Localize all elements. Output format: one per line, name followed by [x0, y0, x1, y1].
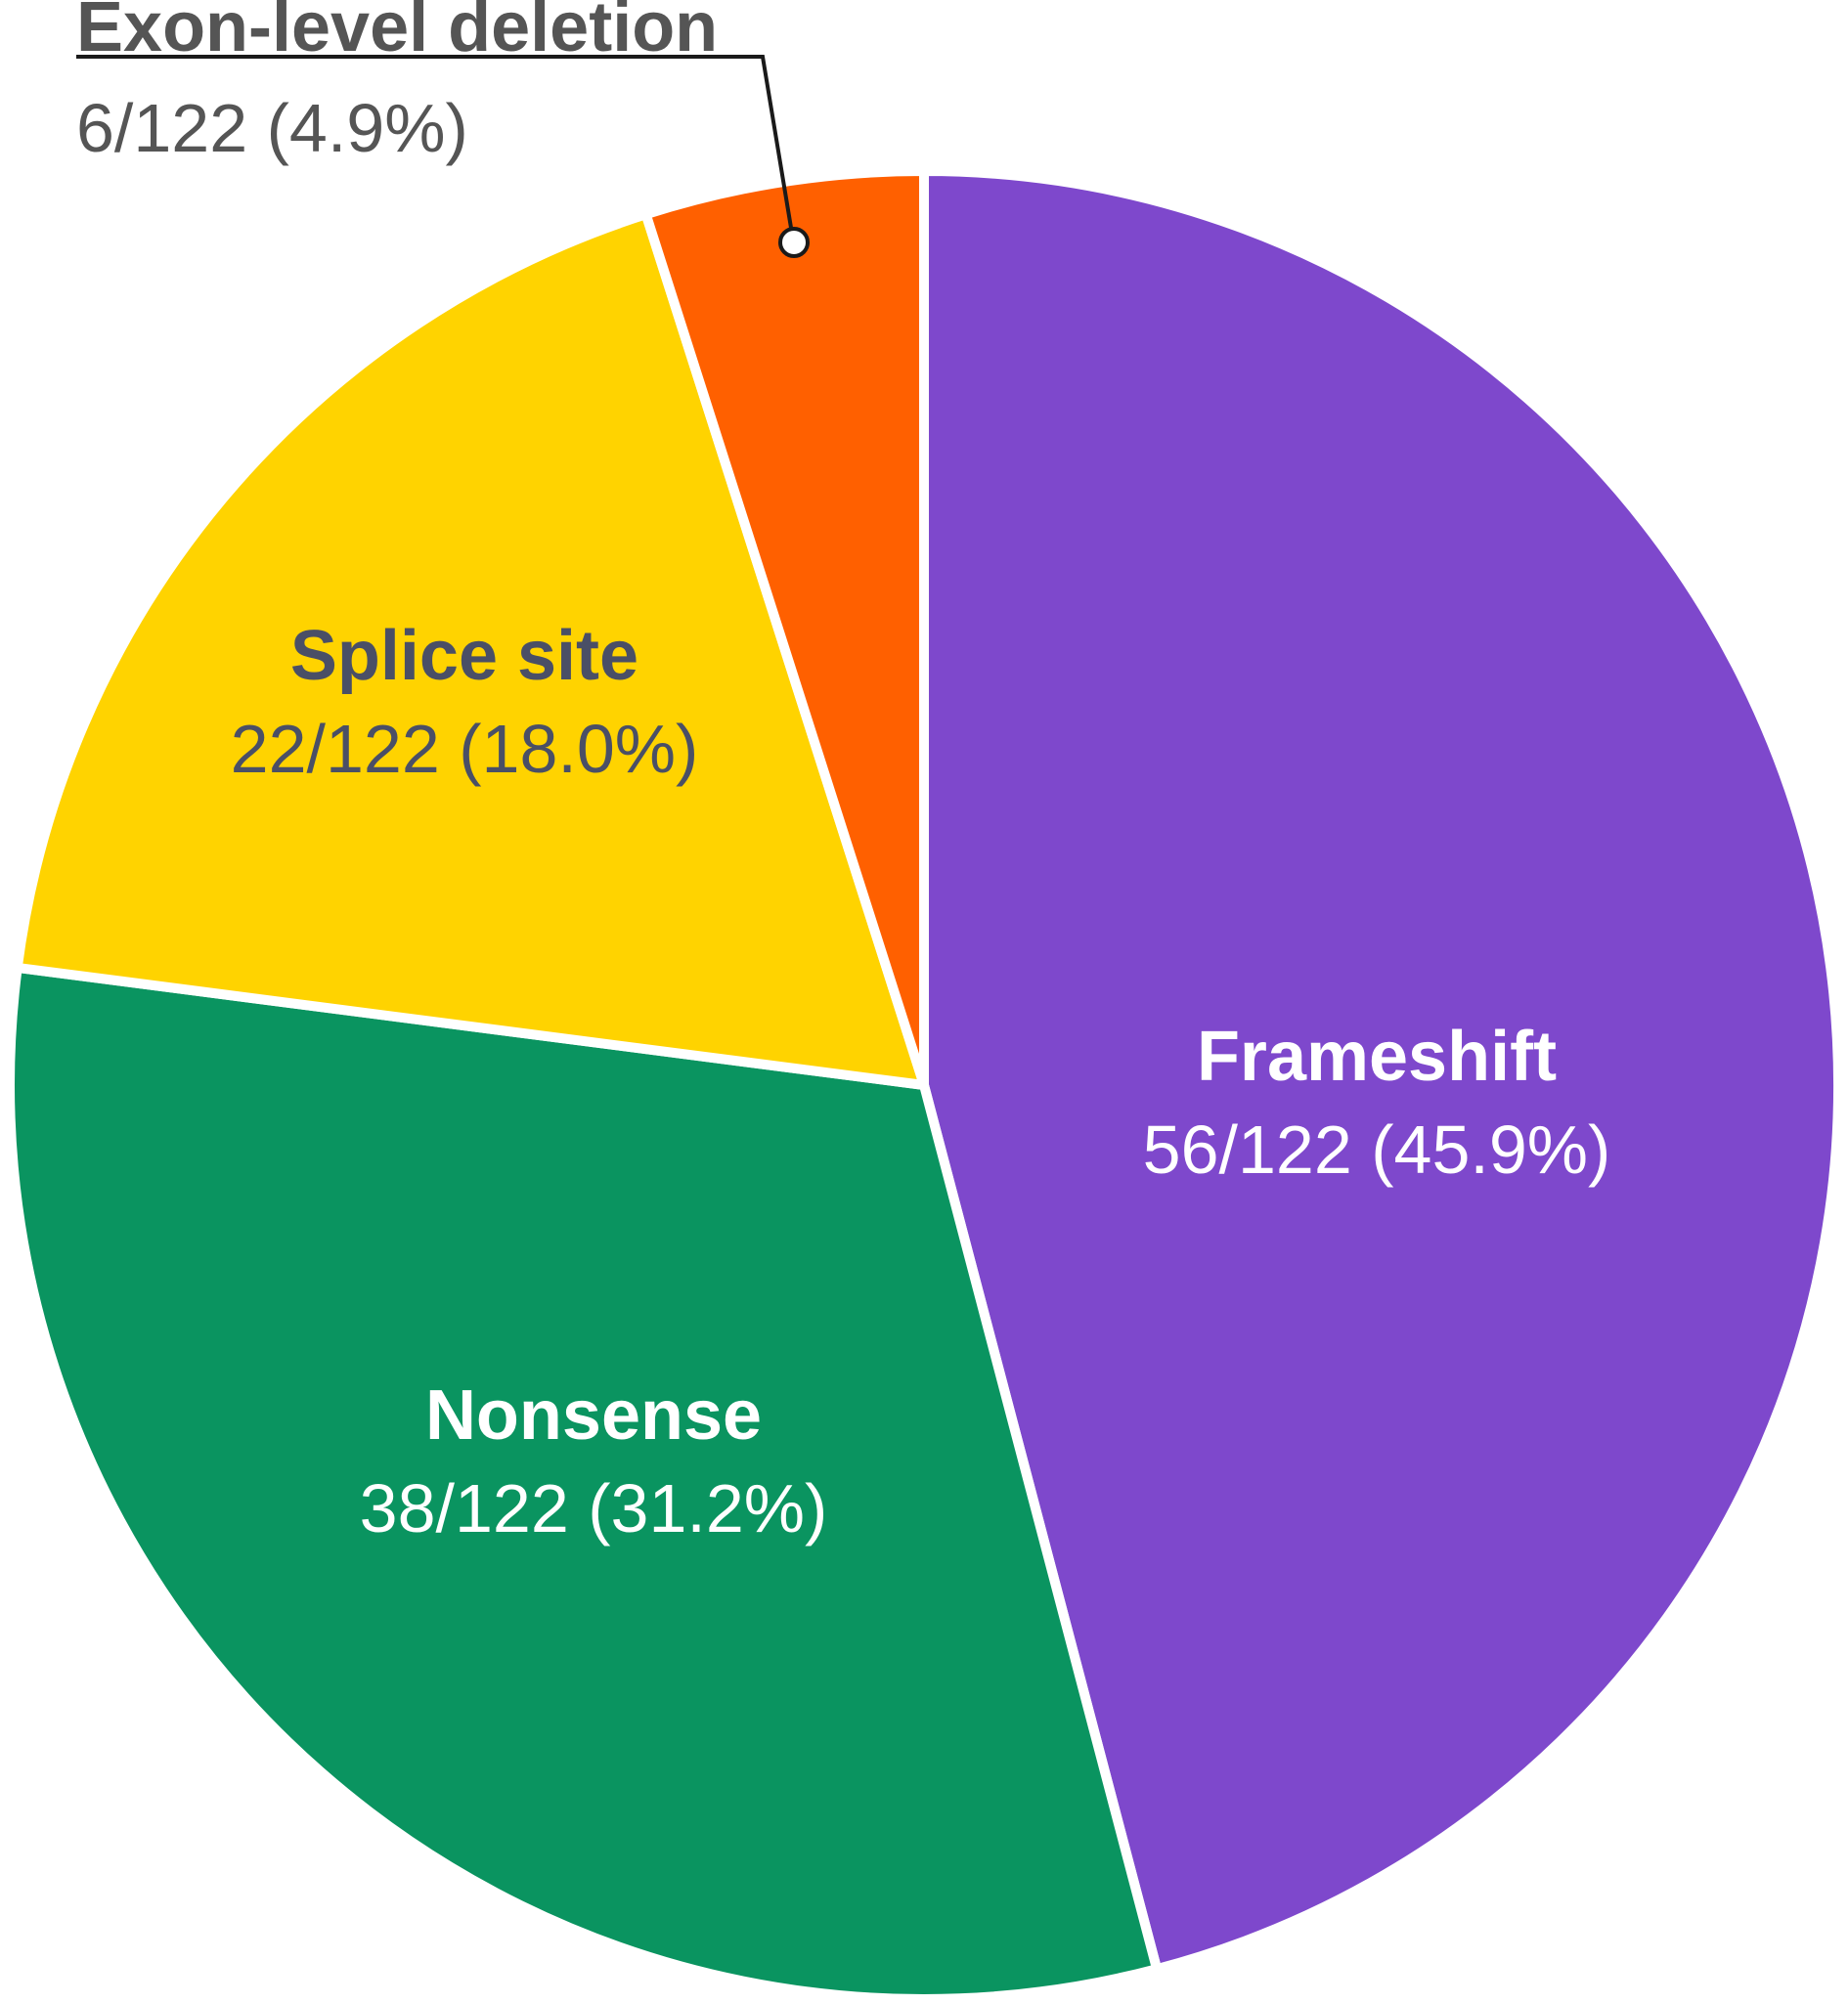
pie-slices	[5, 166, 1843, 2004]
nonsense-name: Nonsense	[425, 1376, 762, 1455]
exon-deletion-name: Exon-level deletion	[76, 0, 718, 66]
exon-deletion-value: 6/122 (4.9%)	[76, 90, 468, 166]
splice-site-value: 22/122 (18.0%)	[231, 711, 699, 787]
pie-slice-nonsense	[5, 962, 1163, 2004]
leader-line	[76, 55, 795, 240]
pie-slice-frameshift	[919, 166, 1843, 1975]
slice-labels: Frameshift 56/122 (45.9%) Nonsense 38/12…	[76, 0, 1610, 1547]
nonsense-value: 38/122 (31.2%)	[360, 1470, 828, 1547]
pie-slice-splice-site	[12, 209, 929, 1090]
splice-site-name: Splice site	[290, 617, 638, 695]
frameshift-value: 56/122 (45.9%)	[1143, 1111, 1611, 1188]
exon-deletion-callout	[76, 55, 810, 258]
leader-dot	[778, 227, 810, 258]
frameshift-name: Frameshift	[1197, 1018, 1557, 1096]
